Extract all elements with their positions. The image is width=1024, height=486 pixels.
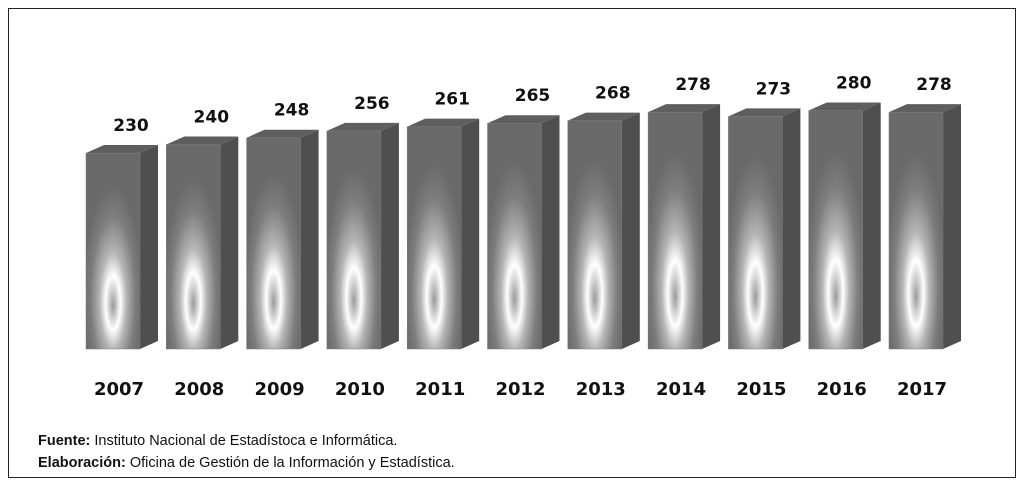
- value-label: 268: [595, 84, 631, 104]
- bar-side: [380, 122, 399, 349]
- footnote-label: Fuente:: [38, 433, 91, 449]
- value-label: 261: [434, 90, 470, 110]
- bar: [728, 116, 783, 350]
- bar: [85, 152, 141, 350]
- x-tick-label: 2016: [817, 379, 867, 400]
- bar: [808, 110, 863, 350]
- value-label: 273: [756, 79, 792, 99]
- bar-side: [621, 112, 640, 349]
- bar-side: [782, 108, 801, 350]
- bar-side: [541, 115, 560, 349]
- bar: [326, 130, 382, 350]
- x-tick-label: 2015: [736, 379, 786, 400]
- bar: [406, 126, 462, 350]
- footnote-text: Oficina de Gestión de la Información y E…: [129, 455, 455, 471]
- bar-side: [300, 129, 319, 349]
- bar-top: [487, 115, 560, 124]
- bar-side: [461, 118, 480, 350]
- footnote: Fuente: Instituto Nacional de Estadístoc…: [38, 430, 455, 452]
- bar: [246, 137, 301, 350]
- bar-side: [140, 145, 158, 349]
- footnote: Elaboración: Oficina de Gestión de la In…: [38, 452, 455, 474]
- bar-top: [567, 112, 640, 121]
- footnote-label: Elaboración:: [38, 455, 126, 471]
- bar: [487, 122, 542, 350]
- value-label: 256: [354, 94, 390, 114]
- bar-top: [407, 118, 480, 127]
- bar-top: [166, 136, 239, 145]
- bar-top: [326, 122, 399, 131]
- footnotes: Fuente: Instituto Nacional de Estadístoc…: [38, 430, 455, 474]
- footnote-text: Instituto Nacional de Estadístoca e Info…: [94, 433, 398, 449]
- value-label: 248: [274, 101, 310, 121]
- x-tick-label: 2017: [897, 379, 947, 400]
- value-label: 278: [916, 75, 952, 95]
- bar: [166, 144, 221, 350]
- value-label: 240: [194, 108, 230, 128]
- bar-top: [246, 129, 319, 138]
- bar-side: [943, 104, 961, 349]
- x-tick-label: 2014: [656, 379, 706, 400]
- value-label: 278: [675, 75, 711, 95]
- x-tick-label: 2013: [576, 379, 626, 400]
- bar-side: [862, 102, 881, 349]
- value-label: 280: [836, 73, 872, 93]
- bar: [567, 120, 623, 350]
- bar: [647, 111, 703, 350]
- x-tick-label: 2010: [335, 379, 385, 400]
- bar: [888, 111, 944, 350]
- bar-top: [86, 145, 158, 154]
- x-tick-label: 2007: [94, 379, 144, 400]
- x-tick-label: 2008: [174, 379, 224, 400]
- bar-top: [728, 108, 801, 117]
- bar-side: [702, 104, 721, 349]
- bar-side: [220, 136, 239, 349]
- x-tick-label: 2011: [415, 379, 465, 400]
- value-label: 265: [515, 86, 551, 106]
- value-label: 230: [113, 116, 149, 136]
- x-tick-label: 2012: [495, 379, 545, 400]
- x-tick-label: 2009: [255, 379, 305, 400]
- bar-top: [889, 104, 961, 113]
- bar-top: [808, 102, 881, 111]
- frame: [8, 8, 1016, 478]
- bar-top: [648, 104, 721, 113]
